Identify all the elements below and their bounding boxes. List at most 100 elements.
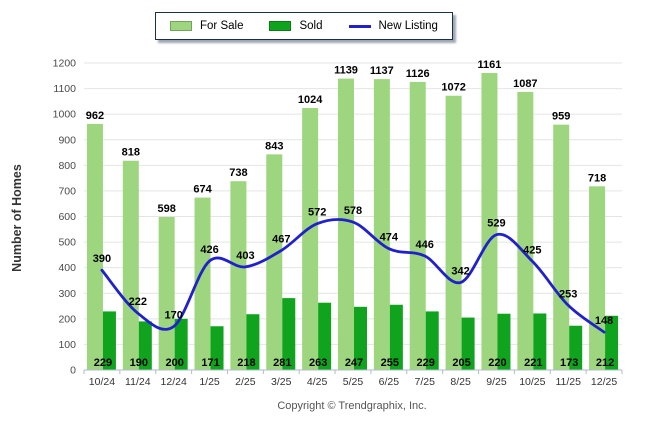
sold-value-label: 190 [130, 357, 148, 369]
y-tick-label: 300 [58, 288, 76, 300]
for-sale-value-label: 598 [157, 203, 175, 215]
sold-value-label: 229 [417, 357, 435, 369]
for-sale-value-label: 1072 [441, 82, 465, 94]
for-sale-value-label: 818 [122, 147, 140, 159]
new-listing-value-label: 253 [559, 288, 577, 300]
new-listing-value-label: 529 [487, 218, 505, 230]
y-tick-label: 100 [58, 339, 76, 351]
sold-value-label: 218 [237, 357, 255, 369]
for-sale-bar [589, 186, 606, 370]
new-listing-value-label: 426 [200, 244, 218, 256]
new-listing-value-label: 446 [416, 239, 434, 251]
sold-bar [102, 311, 116, 370]
x-axis-label: 6/25 [379, 376, 400, 388]
sold-value-label: 212 [596, 357, 614, 369]
new-listing-value-label: 148 [595, 315, 613, 327]
new-listing-value-label: 342 [451, 266, 469, 278]
for-sale-value-label: 738 [229, 167, 247, 179]
sold-bar [533, 313, 547, 370]
sold-swatch [269, 21, 292, 31]
x-axis-label: 8/25 [450, 376, 471, 388]
for-sale-bar [445, 95, 462, 370]
new-listing-value-label: 425 [523, 244, 541, 256]
x-axis-label: 12/24 [161, 376, 187, 388]
y-tick-label: 600 [58, 211, 76, 223]
for-sale-value-label: 1139 [334, 65, 358, 77]
x-axis-label: 11/25 [555, 376, 581, 388]
legend-item-for-sale: For Sale [170, 20, 243, 32]
for-sale-bar [194, 197, 211, 370]
copyright-text: Copyright © Trendgraphix, Inc. [277, 400, 427, 412]
sold-bar [389, 304, 403, 370]
sold-bar [318, 302, 332, 370]
for-sale-bar [266, 154, 283, 370]
sold-legend-label: Sold [299, 20, 323, 32]
sold-bar [174, 318, 188, 370]
sold-bar [138, 321, 152, 370]
y-tick-label: 900 [58, 134, 76, 146]
sold-bar [282, 298, 296, 370]
sold-value-label: 205 [452, 357, 470, 369]
x-axis-label: 10/25 [519, 376, 545, 388]
for-sale-bar [409, 81, 426, 370]
sold-value-label: 255 [381, 357, 399, 369]
sold-bar [497, 313, 511, 370]
y-axis-title: Number of Homes [10, 164, 24, 272]
for-sale-bar [481, 72, 498, 370]
for-sale-bar [517, 91, 534, 370]
y-tick-label: 1200 [53, 58, 77, 70]
sold-bar [605, 315, 619, 370]
x-axis-label: 5/25 [343, 376, 364, 388]
y-tick-label: 1100 [53, 83, 76, 95]
legend: For Sale Sold New Listing [155, 12, 453, 40]
new-listing-value-label: 467 [272, 234, 290, 246]
for-sale-bar [158, 217, 175, 370]
for-sale-bar [86, 123, 103, 370]
for-sale-value-label: 1024 [298, 94, 323, 106]
x-axis-label: 4/25 [307, 376, 328, 388]
sold-value-label: 173 [560, 357, 578, 369]
y-tick-label: 700 [58, 185, 76, 197]
for-sale-value-label: 674 [193, 184, 212, 196]
x-axis-label: 9/25 [486, 376, 507, 388]
for-sale-value-label: 1137 [370, 65, 394, 77]
for-sale-legend-label: For Sale [200, 20, 244, 32]
sold-bar [461, 317, 475, 370]
y-tick-label: 500 [58, 237, 76, 249]
y-tick-label: 400 [58, 262, 76, 274]
sold-value-label: 220 [488, 357, 506, 369]
for-sale-value-label: 959 [552, 111, 570, 123]
legend-item-sold: Sold [269, 20, 323, 32]
for-sale-value-label: 962 [86, 110, 104, 122]
new-listing-value-label: 222 [129, 296, 147, 308]
for-sale-bar [338, 78, 354, 370]
new-listing-line-swatch [348, 24, 371, 28]
sold-value-label: 171 [201, 357, 219, 369]
x-axis-label: 1/25 [199, 376, 220, 388]
for-sale-bar [302, 108, 319, 370]
y-tick-label: 0 [70, 365, 76, 377]
legend-item-new-listing: New Listing [348, 20, 438, 32]
x-axis-label: 10/24 [89, 376, 115, 388]
for-sale-bar [553, 124, 570, 371]
sold-bar [569, 325, 583, 370]
new-listing-value-label: 170 [164, 310, 182, 322]
for-sale-value-label: 1126 [406, 68, 430, 80]
for-sale-value-label: 1161 [478, 59, 502, 71]
for-sale-value-label: 843 [265, 140, 283, 152]
new-listing-value-label: 474 [380, 232, 399, 244]
sold-bar [246, 314, 260, 370]
new-listing-value-label: 403 [236, 250, 254, 262]
sold-value-label: 221 [524, 357, 542, 369]
for-sale-bar [122, 160, 139, 370]
sold-value-label: 200 [165, 357, 183, 369]
y-tick-label: 200 [58, 313, 76, 325]
sold-value-label: 281 [273, 357, 291, 369]
for-sale-value-label: 1087 [513, 78, 537, 90]
y-tick-label: 1000 [53, 109, 77, 121]
new-listing-line [100, 218, 606, 334]
x-axis-label: 11/24 [125, 376, 151, 388]
x-axis-label: 2/25 [235, 376, 256, 388]
sold-bar [210, 326, 224, 370]
